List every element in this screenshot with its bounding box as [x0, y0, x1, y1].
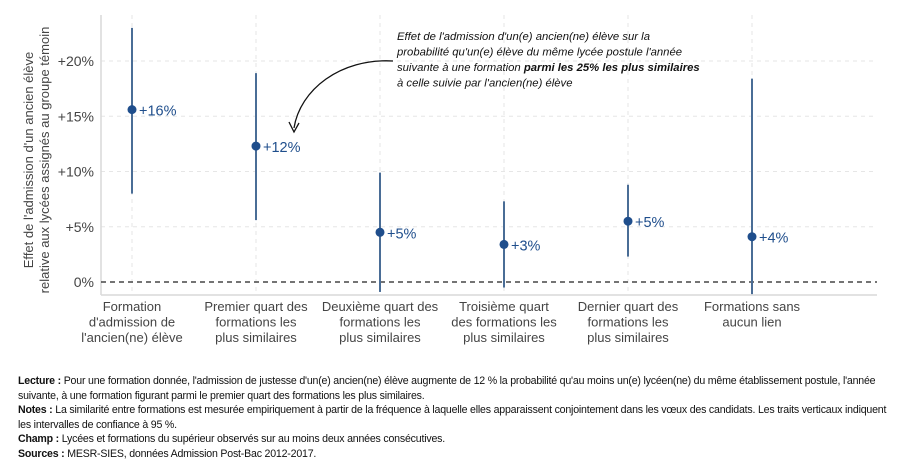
chart-notes: Lecture : Pour une formation donnée, l'a… [18, 374, 898, 461]
x-tick-label: plus similaires [463, 330, 545, 345]
annotation-line: à celle suivie par l'ancien(ne) élève [397, 78, 572, 90]
x-tick-label: Dernier quart des [578, 299, 679, 314]
y-tick-label: +10% [58, 164, 94, 180]
annotation-bold: parmi les 25% les plus similaires [523, 62, 700, 74]
data-label: +5% [387, 226, 417, 242]
x-tick-label: formations les [340, 315, 421, 330]
arrow-head-icon [288, 121, 300, 134]
point-estimate [127, 105, 137, 115]
x-tick-label: formations les [216, 315, 297, 330]
lecture-note: Lecture : Pour une formation donnée, l'a… [18, 375, 876, 402]
x-tick-label: d'admission de [89, 315, 175, 330]
data-label: +4% [759, 231, 789, 247]
annotation-arrow [293, 60, 394, 129]
data-label: +16% [139, 104, 177, 120]
point-estimate [747, 232, 757, 242]
x-tick-label: formations les [588, 315, 669, 330]
annotation-line: suivante à une formation parmi les 25% l… [397, 62, 700, 74]
notes-note: Notes : La similarité entre formations e… [18, 404, 887, 431]
point-estimate [375, 227, 385, 237]
y-axis-label: relative aux lycées assignés au groupe t… [37, 27, 52, 294]
chart: 0% +5% +10% +15% +20% Effet de l'admission d… [21, 15, 877, 345]
x-tick-label: Formation [103, 299, 162, 314]
x-tick-label: Premier quart des [204, 299, 308, 314]
x-tick-label: l'ancien(ne) élève [81, 330, 183, 345]
data-label: +12% [263, 140, 301, 156]
y-tick-label: 0% [74, 274, 94, 290]
point-estimate [499, 239, 509, 249]
annotation-line: Effet de l'admission d'un(e) ancien(ne) … [397, 31, 650, 43]
x-tick-label: plus similaires [339, 330, 421, 345]
y-tick-label: +20% [58, 53, 94, 69]
x-tick-label: Deuxième quart des [322, 299, 439, 314]
y-tick-label: +15% [58, 108, 94, 124]
x-tick-label: plus similaires [215, 330, 297, 345]
annotation: Effet de l'admission d'un(e) ancien(ne) … [288, 31, 700, 134]
x-tick-label: aucun lien [722, 315, 781, 330]
champ-note: Champ : Lycées et formations du supérieu… [18, 433, 445, 445]
y-axis-label: Effet de l'admission d'un ancien élève [21, 52, 36, 268]
sources-note: Sources : MESR-SIES, données Admission P… [18, 447, 317, 460]
annotation-line: probabilité qu'un(e) élève du même lycée… [396, 47, 682, 59]
y-tick-label: +5% [66, 219, 94, 235]
data-label: +3% [511, 238, 541, 254]
data-label: +5% [635, 215, 665, 231]
point-estimate [251, 141, 261, 151]
x-tick-label: Formations sans [704, 299, 801, 314]
x-tick-label: plus similaires [587, 330, 669, 345]
point-estimate [623, 216, 633, 226]
x-tick-label: des formations les [451, 315, 557, 330]
x-tick-label: Troisième quart [459, 299, 549, 314]
